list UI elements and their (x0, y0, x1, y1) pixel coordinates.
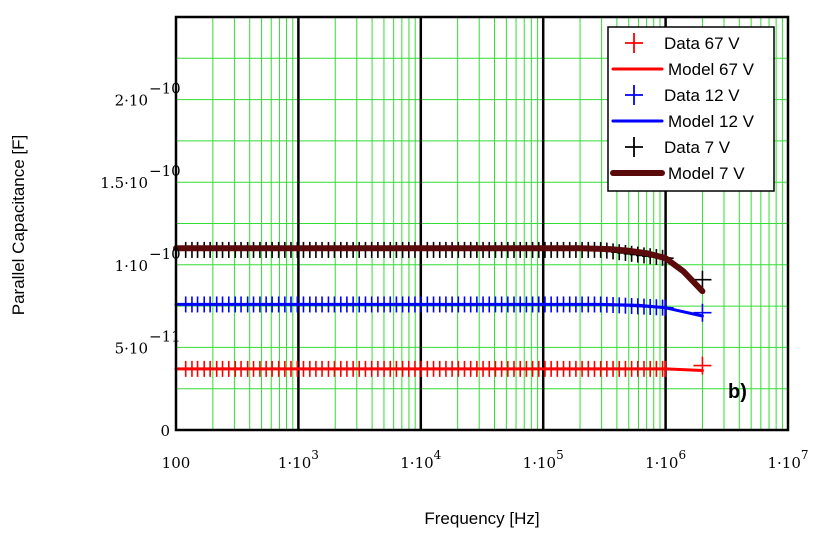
y-tick-label: 2·10 (115, 92, 148, 110)
annotation-label: b) (728, 381, 747, 403)
plot-frame (174, 15, 790, 432)
y-tick-exponent: −10 (149, 162, 181, 180)
legend: Data 67 V Model 67 V Data 12 V Model 12 V Da… (607, 26, 775, 192)
y-tick-label: 1·10 (115, 257, 148, 275)
model-line (173, 245, 706, 295)
y-tick-label: 5·10 (115, 339, 148, 357)
legend-box (607, 26, 775, 192)
x-tick-label: 1·105 (523, 448, 564, 472)
x-tick-label: 1·104 (400, 448, 441, 472)
x-axis-title: Frequency [Hz] (424, 509, 539, 528)
series-layer (173, 241, 712, 377)
legend-label: Data 12 V (664, 86, 740, 105)
x-tick-label: 1·107 (767, 448, 808, 472)
x-tick-label: 1·106 (645, 448, 686, 472)
y-tick-label: 0 (160, 422, 170, 440)
legend-label: Data 7 V (664, 138, 731, 157)
model-line (174, 302, 704, 318)
legend-label: Model 12 V (668, 112, 755, 131)
legend-item: Model 67 V (611, 60, 755, 79)
legend-item: Model 7 V (610, 164, 745, 183)
legend-item: Data 12 V (625, 85, 740, 105)
y-tick-exponent: −11 (149, 327, 181, 345)
data-point (693, 303, 712, 322)
legend-item: Model 12 V (611, 112, 755, 131)
data-point (693, 270, 712, 289)
legend-label: Data 67 V (664, 34, 740, 53)
x-tick-label: 1·103 (278, 448, 319, 472)
y-tick-label: 1.5·10 (100, 174, 148, 192)
y-axis-title: Parallel Capacitance [F] (9, 135, 28, 315)
legend-label: Model 7 V (668, 164, 745, 183)
x-tick-label: 100 (162, 454, 191, 472)
legend-item: Data 7 V (625, 137, 731, 157)
y-tick-exponent: −10 (149, 245, 181, 263)
legend-item: Data 67 V (625, 33, 740, 53)
legend-label: Model 67 V (668, 60, 755, 79)
y-tick-exponent: −10 (149, 80, 181, 98)
model-line (174, 367, 704, 372)
